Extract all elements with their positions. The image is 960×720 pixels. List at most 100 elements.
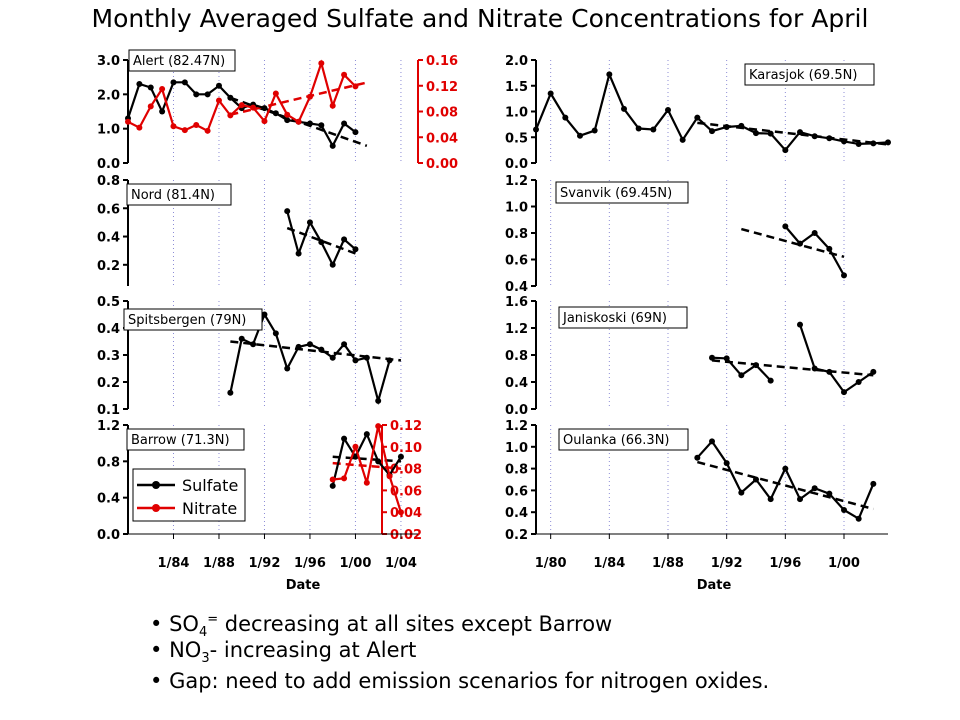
sulfate-point xyxy=(841,389,847,396)
sulfate-point xyxy=(782,465,789,472)
sulfate-point xyxy=(284,117,291,124)
sulfate-point xyxy=(738,372,745,379)
nitrate-point xyxy=(250,104,257,111)
x-tick-label: 1/00 xyxy=(340,556,372,571)
sulfate-series-line xyxy=(696,439,875,521)
nitrate-point xyxy=(295,118,302,125)
x-tick-label: 1/96 xyxy=(769,556,801,571)
y-tick-label: 0.4 xyxy=(97,492,120,507)
sulfate-point xyxy=(386,357,393,364)
y-tick-label: 0.4 xyxy=(97,322,120,337)
legend-box xyxy=(132,468,246,522)
station-label: Alert (82.47N) xyxy=(133,54,225,69)
legend-marker xyxy=(152,481,160,489)
sulfate-point xyxy=(261,311,268,318)
trend-line xyxy=(332,455,402,463)
nitrate-point xyxy=(125,118,131,125)
sulfate-point xyxy=(547,90,554,97)
sulfate-point xyxy=(811,365,818,372)
sulfate-point xyxy=(709,438,715,445)
y-tick-label: 0.5 xyxy=(505,131,528,146)
sulfate-point xyxy=(841,272,847,279)
y-tick-label: 0.3 xyxy=(97,349,120,364)
sulfate-point xyxy=(284,365,291,372)
station-label-box xyxy=(555,181,689,204)
station-panel: 0.2 0.4 0.6 0.8 1.0 1.2 1/80 1/84 1/88 1/92 1/96 1/… xyxy=(505,419,888,593)
bullet-sulfate: • SO4= decreasing at all sites except Ba… xyxy=(150,612,613,641)
sulfate-point xyxy=(284,208,291,215)
sulfate-point xyxy=(318,239,325,246)
x-tick-label: 1/96 xyxy=(294,556,326,571)
sulfate-point xyxy=(352,246,359,253)
nitrate-point xyxy=(386,473,393,480)
y-tick-label: 0.8 xyxy=(505,349,528,364)
legend-marker xyxy=(152,504,160,512)
sulfate-point xyxy=(694,454,701,461)
y-tick-label: 0.2 xyxy=(97,376,120,391)
y-tick-label: 0.8 xyxy=(505,227,528,242)
y-tick-label: 1.0 xyxy=(505,106,528,121)
sulfate-point xyxy=(855,140,862,147)
station-label-box xyxy=(558,428,689,451)
sulfate-point xyxy=(329,142,336,149)
nitrate-point xyxy=(193,122,200,129)
sulfate-point xyxy=(870,480,877,487)
sulfate-point xyxy=(363,431,370,438)
y2-tick-label: 0.04 xyxy=(390,506,422,521)
sulfate-point xyxy=(562,114,569,121)
sulfate-point xyxy=(238,335,245,342)
sulfate-point xyxy=(215,82,222,89)
y-tick-label: 0.0 xyxy=(97,528,120,543)
nitrate-point xyxy=(238,102,245,109)
sulfate-point xyxy=(811,133,818,140)
x-tick-label: 1/92 xyxy=(711,556,743,571)
station-panel: 0.2 0.4 0.6 0.8 Nord (81.4N) xyxy=(97,174,402,286)
y2-tick-label: 0.06 xyxy=(390,484,422,499)
nitrate-point xyxy=(329,102,336,109)
y-tick-label: 0.1 xyxy=(97,403,120,418)
nitrate-point xyxy=(181,127,188,134)
nitrate-point xyxy=(147,103,154,110)
sulfate-point xyxy=(591,127,598,134)
sulfate-point xyxy=(723,355,730,362)
sulfate-point xyxy=(621,105,627,112)
sulfate-point xyxy=(723,460,730,467)
sulfate-point xyxy=(870,368,877,375)
y-tick-label: 1.2 xyxy=(505,419,528,434)
nitrate-point xyxy=(397,509,404,516)
y-tick-label: 1.2 xyxy=(97,419,120,434)
bullet-gap: • Gap: need to add emission scenarios fo… xyxy=(150,669,770,693)
legend: Sulfate Nitrate xyxy=(132,468,246,522)
station-panel: 0.0 1.0 2.0 3.0 0.00 0.04 0.08 0.12 0.16 Alert (8… xyxy=(97,49,458,172)
station-panel: 0.0 0.5 1.0 1.5 2.0 Karasjok (69.5N) xyxy=(505,54,891,172)
station-label: Nord (81.4N) xyxy=(131,188,215,203)
sulfate-point xyxy=(295,250,302,257)
sulfate-point xyxy=(753,476,759,483)
sulfate-point xyxy=(306,120,313,127)
y-tick-label: 0.4 xyxy=(505,376,528,391)
y-tick-label: 1.2 xyxy=(505,174,528,189)
sulfate-point xyxy=(533,126,539,133)
sulfate-point xyxy=(397,453,404,460)
nitrate-point xyxy=(215,97,222,104)
sulfate-point xyxy=(767,377,774,384)
sulfate-point xyxy=(709,354,715,361)
nitrate-series-line xyxy=(127,59,357,133)
x-tick-label: 1/92 xyxy=(249,556,281,571)
sulfate-point xyxy=(272,330,279,337)
nitrate-point xyxy=(352,443,359,450)
sulfate-point xyxy=(797,321,803,328)
y-tick-label: 0.0 xyxy=(505,403,528,418)
sulfate-point xyxy=(855,515,862,522)
sulfate-point xyxy=(767,130,774,137)
sulfate-point xyxy=(679,136,686,143)
x-axis-label: Date xyxy=(697,578,732,593)
nitrate-point xyxy=(204,127,211,134)
nitrate-point xyxy=(375,423,382,430)
sulfate-point xyxy=(159,108,166,115)
slide-title: Monthly Averaged Sulfate and Nitrate Con… xyxy=(91,4,869,33)
sulfate-point xyxy=(811,485,818,492)
y-tick-label: 0.8 xyxy=(97,455,120,470)
station-label-box xyxy=(123,308,263,331)
y-tick-label: 3.0 xyxy=(97,54,120,69)
